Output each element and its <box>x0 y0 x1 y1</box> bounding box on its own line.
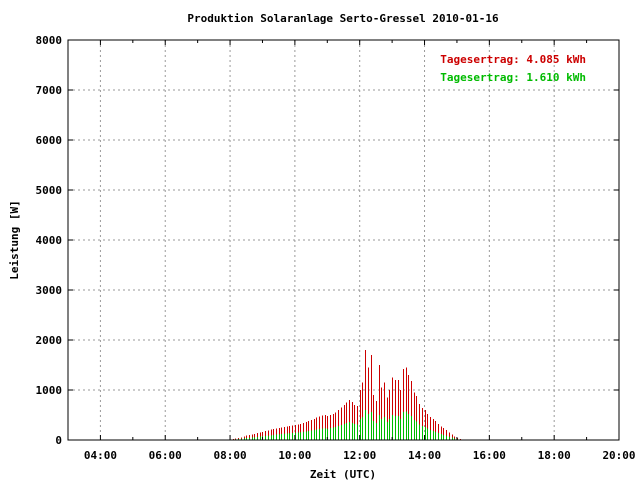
series-partial-bars <box>230 410 466 440</box>
y-tick-label: 3000 <box>36 284 63 297</box>
grid-lines <box>68 40 619 440</box>
x-tick-label: 08:00 <box>213 449 246 462</box>
y-tick-label: 6000 <box>36 134 63 147</box>
y-axis-label: Leistung [W] <box>8 200 21 279</box>
x-tick-label: 14:00 <box>408 449 441 462</box>
series-total-bars <box>230 350 466 440</box>
x-tick-label: 20:00 <box>602 449 635 462</box>
y-tick-label: 4000 <box>36 234 63 247</box>
y-tick-label: 1000 <box>36 384 63 397</box>
x-tick-label: 10:00 <box>278 449 311 462</box>
y-tick-label: 0 <box>55 434 62 447</box>
y-tick-label: 8000 <box>36 34 63 47</box>
y-tick-label: 2000 <box>36 334 63 347</box>
annotation-green: Tagesertrag: 1.610 kWh <box>440 71 586 84</box>
y-tick-label: 5000 <box>36 184 63 197</box>
y-tick-label: 7000 <box>36 84 63 97</box>
x-tick-label: 06:00 <box>149 449 182 462</box>
x-tick-label: 18:00 <box>538 449 571 462</box>
x-tick-label: 16:00 <box>473 449 506 462</box>
chart-title: Produktion Solaranlage Serto-Gressel 201… <box>187 12 499 25</box>
x-axis-label: Zeit (UTC) <box>310 468 376 480</box>
y-axis-ticks: 0 1000 2000 3000 4000 5000 6000 7000 8000 <box>36 34 619 447</box>
x-tick-label: 12:00 <box>343 449 376 462</box>
x-axis-ticks: 04:00 06:00 08:00 10:00 12:00 14:00 16:00 18:00… <box>67 40 636 462</box>
annotation-red: Tagesertrag: 4.085 kWh <box>440 53 586 66</box>
x-tick-label: 04:00 <box>84 449 117 462</box>
